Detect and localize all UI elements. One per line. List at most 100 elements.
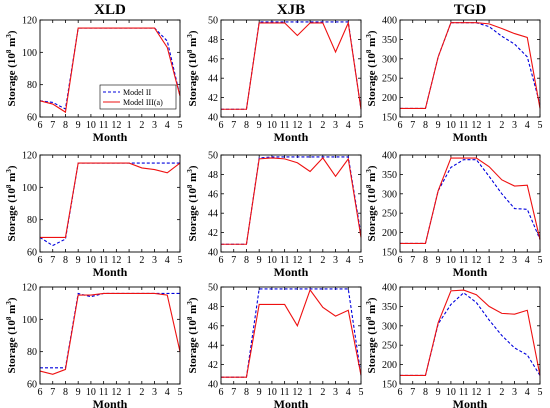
x-tick-label: 9 <box>76 120 81 131</box>
x-tick-label: 10 <box>446 387 456 398</box>
x-tick-label: 9 <box>436 120 441 131</box>
y-axis-label-text: ) <box>187 30 199 34</box>
panel-8: 6 7 8 9 10 11 12 1 2 3 4 5404244464850MonthStorage … <box>186 283 364 408</box>
y-axis-label-text: ) <box>6 165 18 169</box>
y-axis-label-exponent: 8 <box>365 316 373 320</box>
y-axis-label-exponent: 3 <box>365 34 373 38</box>
y-axis-label-exponent: 3 <box>365 301 373 305</box>
y-axis-label-text: Storage (10 <box>6 188 18 242</box>
x-tick-label: 11 <box>280 255 290 266</box>
series-model-ii-line <box>400 159 541 245</box>
x-tick-label: 4 <box>165 120 170 131</box>
y-axis-label-text: Storage (10 <box>366 188 378 242</box>
y-axis-label-text: ) <box>6 297 18 301</box>
x-tick-label: 6 <box>38 255 43 266</box>
x-tick-label: 1 <box>487 120 492 131</box>
y-axis-label-text: Storage (10 <box>187 188 199 242</box>
x-tick-label: 12 <box>471 387 481 398</box>
x-tick-label: 6 <box>398 387 403 398</box>
series-model-ii-line <box>221 288 362 378</box>
x-tick-label: 10 <box>267 387 277 398</box>
x-tick-label: 6 <box>38 387 43 398</box>
y-tick-label: 150 <box>382 113 397 124</box>
y-axis-label-exponent: 3 <box>186 34 194 38</box>
x-tick-label: 10 <box>86 255 96 266</box>
x-tick-label: 12 <box>111 387 121 398</box>
y-axis-label-text: Storage (10 <box>6 320 18 374</box>
x-tick-label: 10 <box>86 387 96 398</box>
x-axis-label: Month <box>93 265 128 279</box>
y-tick-label: 200 <box>382 228 397 239</box>
y-tick-label: 60 <box>27 380 37 391</box>
y-tick-label: 350 <box>382 302 397 313</box>
x-tick-label: 6 <box>219 120 224 131</box>
x-tick-label: 6 <box>398 255 403 266</box>
y-tick-label: 46 <box>208 189 218 200</box>
y-axis-label-exponent: 8 <box>186 184 194 188</box>
x-tick-label: 9 <box>76 387 81 398</box>
y-axis-label-exponent: 8 <box>5 49 13 53</box>
x-tick-label: 8 <box>244 120 249 131</box>
y-axis-label-exponent: 3 <box>5 34 13 38</box>
plot-frame <box>220 19 362 118</box>
x-axis-label: Month <box>453 130 488 144</box>
x-tick-label: 11 <box>280 120 290 131</box>
y-axis-label-text: m <box>187 38 199 50</box>
x-tick-label: 12 <box>292 120 302 131</box>
x-tick-label: 2 <box>320 255 325 266</box>
y-tick-label: 48 <box>208 302 218 313</box>
x-tick-label: 4 <box>525 387 530 398</box>
y-tick-label: 400 <box>382 16 397 27</box>
y-tick-label: 150 <box>382 248 397 259</box>
series-model-iiia-line <box>400 22 541 110</box>
x-tick-label: 9 <box>436 387 441 398</box>
y-axis-label-exponent: 8 <box>5 184 13 188</box>
y-tick-label: 46 <box>208 54 218 65</box>
x-tick-label: 11 <box>459 387 469 398</box>
x-tick-label: 2 <box>139 255 144 266</box>
x-tick-label: 8 <box>63 120 68 131</box>
x-tick-label: 2 <box>320 120 325 131</box>
y-tick-label: 120 <box>22 283 37 294</box>
y-tick-label: 400 <box>382 283 397 294</box>
series-model-iiia-line <box>400 289 541 377</box>
column-title-xld: XLD <box>94 2 126 18</box>
x-tick-label: 11 <box>280 387 290 398</box>
x-tick-label: 6 <box>398 120 403 131</box>
series-model-ii-line <box>400 292 541 377</box>
x-tick-label: 12 <box>292 255 302 266</box>
y-axis-label-exponent: 3 <box>5 169 13 173</box>
panel-2: 6 7 8 9 10 11 12 1 2 3 4 5404244464850MonthStorage … <box>186 16 364 145</box>
y-axis-label: Storage (108 m3) <box>365 165 378 241</box>
y-axis-label-text: m <box>187 173 199 185</box>
y-tick-label: 200 <box>382 93 397 104</box>
series-model-iiia-line <box>39 292 181 375</box>
y-tick-label: 42 <box>208 228 218 239</box>
plot-frame <box>39 154 181 253</box>
series-model-iiia-line <box>221 288 362 378</box>
x-tick-label: 7 <box>50 387 55 398</box>
plot-frame <box>399 154 541 253</box>
x-tick-label: 1 <box>127 120 132 131</box>
x-tick-label: 5 <box>359 120 364 131</box>
x-tick-label: 12 <box>111 120 121 131</box>
y-axis-label-text: Storage (10 <box>187 53 199 107</box>
x-tick-label: 1 <box>127 255 132 266</box>
x-tick-label: 9 <box>257 255 262 266</box>
y-axis-label: Storage (108 m3) <box>5 297 18 373</box>
y-tick-label: 44 <box>208 341 218 352</box>
x-tick-label: 5 <box>538 255 543 266</box>
panel-6: 6 7 8 9 10 11 12 1 2 3 4 5150200250300350400MonthSt… <box>365 151 543 280</box>
x-tick-label: 8 <box>423 255 428 266</box>
y-axis-label-exponent: 8 <box>365 184 373 188</box>
x-axis-label: Month <box>274 265 309 279</box>
panel-5: 6 7 8 9 10 11 12 1 2 3 4 5404244464850MonthStorage … <box>186 151 364 280</box>
y-tick-label: 80 <box>27 215 37 226</box>
y-tick-label: 100 <box>22 315 37 326</box>
x-tick-label: 7 <box>50 255 55 266</box>
y-tick-label: 50 <box>208 283 218 294</box>
y-tick-label: 120 <box>22 151 37 162</box>
series-model-ii-line <box>39 162 180 247</box>
x-tick-label: 5 <box>538 387 543 398</box>
